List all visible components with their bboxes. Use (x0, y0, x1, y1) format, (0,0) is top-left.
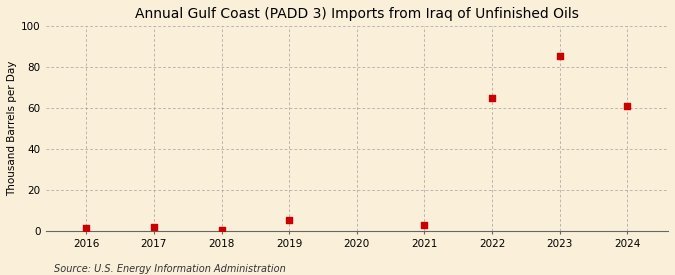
Point (487, 96, 497, 100)
Point (419, 223, 430, 227)
Title: Annual Gulf Coast (PADD 3) Imports from Iraq of Unfinished Oils: Annual Gulf Coast (PADD 3) Imports from … (135, 7, 578, 21)
Y-axis label: Thousand Barrels per Day: Thousand Barrels per Day (7, 61, 17, 196)
Point (284, 218, 294, 222)
Point (216, 227, 227, 232)
Point (554, 54, 565, 58)
Point (622, 104, 633, 108)
Text: Source: U.S. Energy Information Administration: Source: U.S. Energy Information Administ… (54, 264, 286, 274)
Point (148, 225, 159, 229)
Point (81, 226, 92, 230)
